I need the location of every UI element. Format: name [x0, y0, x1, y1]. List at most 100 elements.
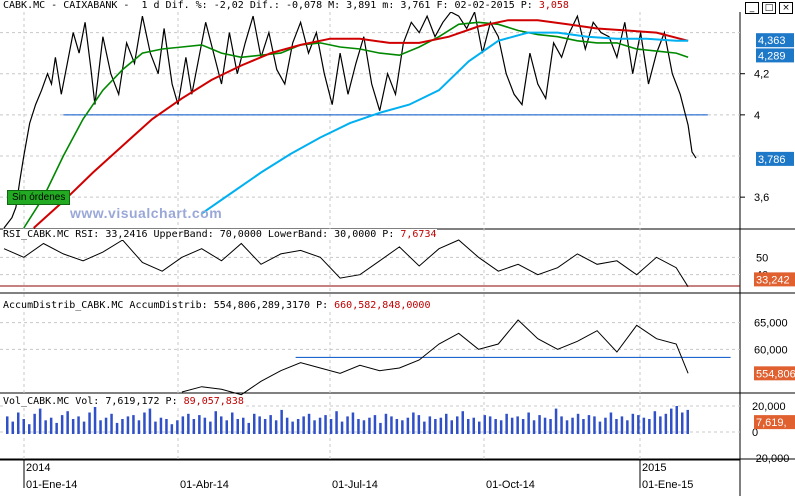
volume-bar	[296, 419, 300, 434]
volume-bar	[554, 408, 558, 434]
volume-bar	[209, 421, 212, 434]
vol-axis-tick: -20,000	[752, 453, 789, 465]
volume-bar	[6, 416, 9, 434]
volume-bar	[176, 420, 179, 434]
price-axis-tick: 4	[754, 110, 760, 122]
price-axis-tick: 3,6	[754, 192, 769, 204]
x-axis-date-label: 01-Jul-14	[332, 479, 378, 491]
volume-bar	[77, 416, 80, 434]
volume-bar	[472, 417, 475, 434]
volume-bar	[198, 415, 201, 434]
volume-bar	[307, 413, 311, 434]
volume-bar	[521, 419, 525, 434]
volume-bar	[38, 408, 42, 434]
volume-bar	[126, 416, 130, 434]
price-tag-box	[756, 151, 794, 166]
price-series-ma_mid	[33, 19, 689, 229]
volume-bar	[428, 416, 432, 434]
volume-bar	[516, 416, 519, 434]
volume-bar	[121, 419, 124, 434]
volume-bar	[582, 419, 585, 434]
volume-bar	[115, 422, 119, 434]
volume-bar	[664, 413, 668, 434]
volume-bar	[225, 420, 228, 434]
volume-bar	[593, 416, 596, 434]
volume-bar	[263, 419, 267, 434]
volume-bar	[154, 421, 157, 434]
rsi-line	[3, 239, 689, 288]
volume-bar	[620, 416, 624, 434]
volume-bar	[159, 417, 163, 434]
volume-bar	[17, 412, 20, 434]
volume-bar	[60, 415, 64, 434]
rsi-panel-label: RSI_CABK.MC RSI: 33,2416 UpperBand: 70,0…	[3, 229, 437, 240]
volume-bar	[170, 424, 174, 434]
volume-bar	[412, 412, 415, 434]
volume-bar	[631, 413, 635, 434]
accum-line	[181, 319, 689, 396]
volume-bar	[373, 415, 377, 434]
minimize-button[interactable]: _	[745, 2, 759, 14]
volume-bar	[368, 417, 371, 434]
price-tag-value: 4,289	[758, 50, 786, 62]
volume-bar	[274, 420, 278, 434]
price-tag-box	[756, 33, 794, 48]
volume-bar	[71, 419, 75, 434]
volume-bar	[626, 420, 629, 434]
price-series-close	[3, 10, 697, 229]
vol-axis-tick: 0	[752, 427, 758, 439]
volume-bar	[670, 408, 673, 434]
maximize-button[interactable]: □	[762, 2, 776, 14]
accum-axis-tick: 65,000	[754, 318, 788, 330]
volume-bar	[329, 419, 333, 434]
header-p-value: 3,058	[538, 0, 569, 11]
x-axis-date-label: 01-Abr-14	[180, 479, 229, 491]
volume-bar	[456, 416, 459, 434]
price-series-ma_long	[201, 31, 689, 215]
volume-bar	[543, 417, 547, 434]
volume-bar	[384, 413, 388, 434]
volume-bar	[192, 419, 196, 434]
rsi-label-text: RSI_CABK.MC RSI: 33,2416 UpperBand: 70,0…	[3, 229, 395, 240]
volume-bar	[461, 411, 464, 434]
volume-bar	[675, 406, 678, 434]
accum-label-text: AccumDistrib_CABK.MC AccumDistrib: 554,8…	[3, 300, 329, 311]
volume-bar	[538, 415, 541, 434]
volume-bar	[340, 421, 344, 434]
price-tag-box	[756, 48, 794, 63]
volume-bar	[478, 421, 481, 434]
price-tag-value: 3,786	[758, 154, 786, 166]
volume-bar	[615, 419, 618, 434]
volume-bar	[269, 415, 272, 434]
volume-bar	[253, 413, 256, 434]
accum-value-tag-box	[754, 366, 795, 381]
volume-bar	[220, 416, 223, 434]
close-button[interactable]: ×	[779, 2, 793, 14]
volume-bar	[324, 415, 327, 434]
volume-bar	[505, 413, 508, 434]
volume-bar	[49, 417, 53, 434]
volume-bar	[587, 415, 591, 434]
x-axis-date-label: 01-Oct-14	[486, 479, 535, 491]
volume-bar	[148, 408, 152, 434]
status-badge[interactable]: Sin órdenes	[7, 190, 71, 205]
accum-value-tag: 554,806	[756, 368, 795, 380]
header-text: CABK.MC - CAIXABANK - 1 d Dif. %: -2,02 …	[3, 0, 533, 11]
vol-label-text: Vol_CABK.MC Vol: 7,619,172 P:	[3, 396, 178, 407]
volume-bar	[66, 411, 69, 434]
volume-bar	[642, 417, 646, 434]
volume-bar	[181, 416, 185, 434]
vol-value-tag-box	[754, 415, 795, 430]
volume-bar	[439, 417, 443, 434]
volume-bar	[401, 420, 404, 434]
price-axis-tick: 4,2	[754, 69, 769, 81]
volume-bar	[247, 422, 250, 434]
title-bar	[0, 0, 740, 12]
volume-bar	[450, 420, 453, 434]
volume-bar	[28, 424, 31, 434]
volume-bar	[510, 417, 514, 434]
x-axis-date-label: 01-Ene-15	[642, 479, 693, 491]
watermark: www.visualchart.com	[70, 205, 223, 221]
